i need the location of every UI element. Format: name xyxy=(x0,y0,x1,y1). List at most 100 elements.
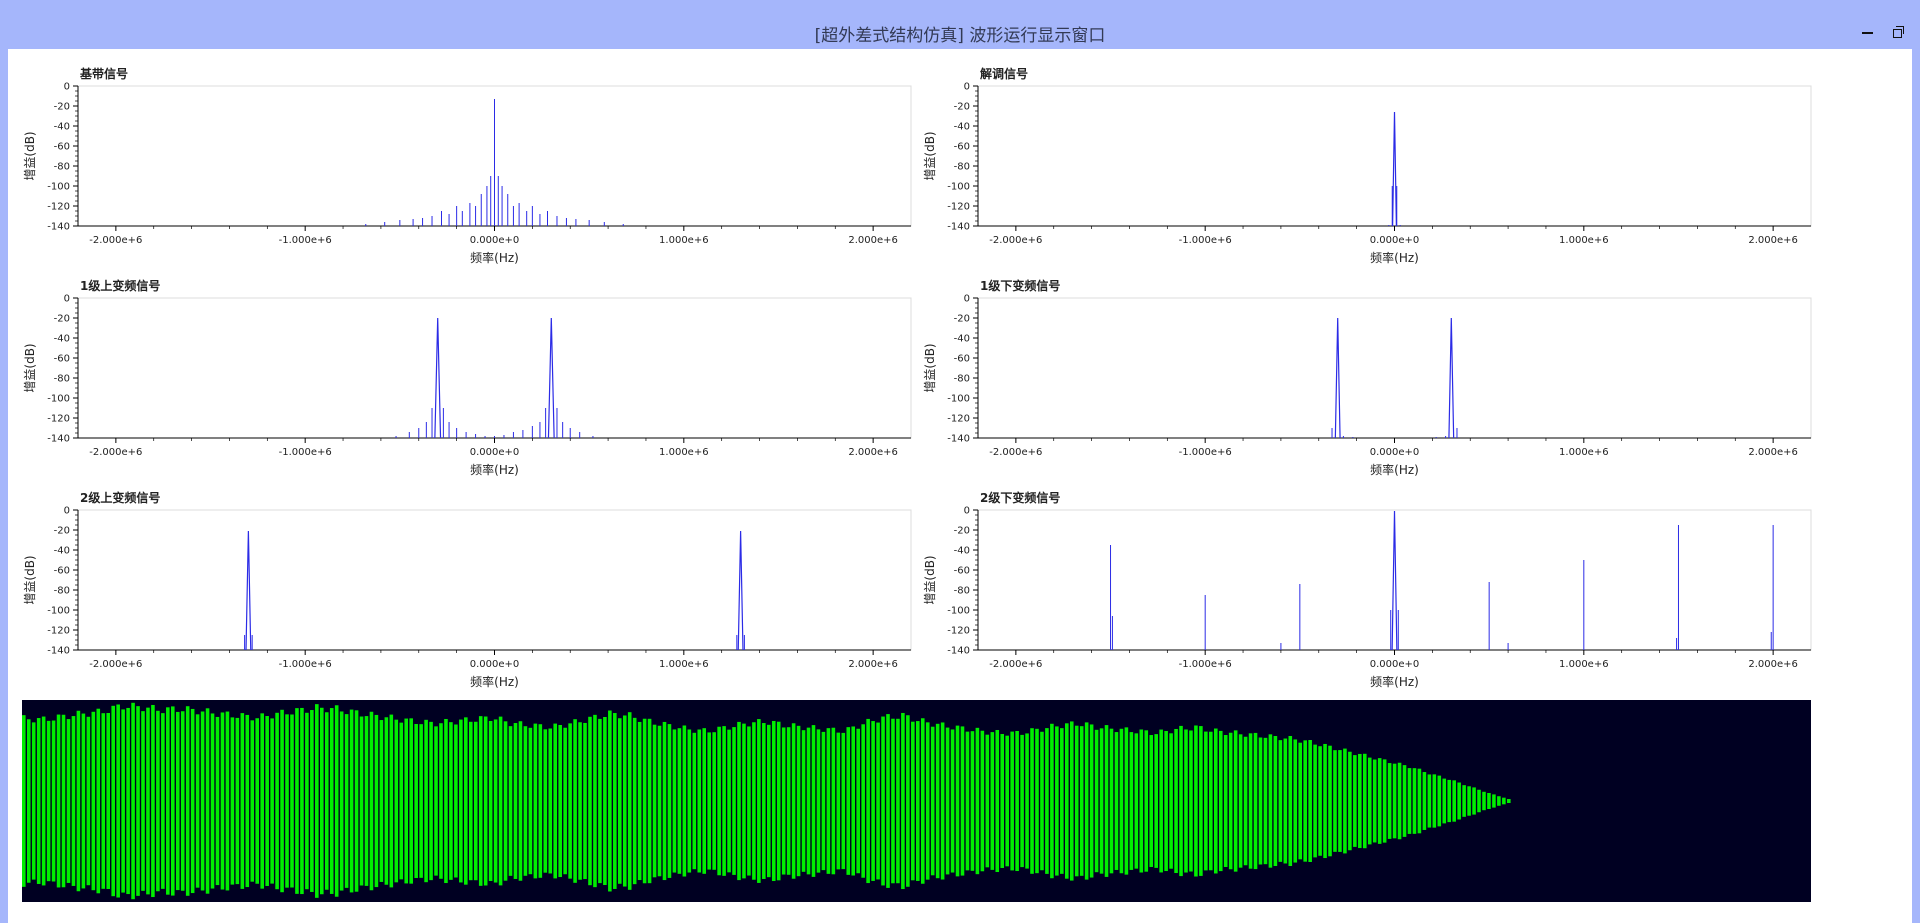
waveform-bar xyxy=(503,721,508,881)
plot-frame xyxy=(77,509,912,651)
waveform-bar xyxy=(1159,729,1163,873)
y-tick-label: -140 xyxy=(47,434,70,445)
waveform-bar xyxy=(225,711,230,891)
waveform-bar xyxy=(851,726,856,876)
waveform-bar xyxy=(1263,737,1268,865)
waveform-bar xyxy=(101,713,106,889)
waveform-bar xyxy=(1447,779,1452,823)
chart-title: 基带信号 xyxy=(79,66,128,81)
waveform-bar xyxy=(324,712,329,890)
waveform-bar xyxy=(980,730,985,872)
y-tick-label: -80 xyxy=(954,374,970,385)
y-axis-label: 增益(dB) xyxy=(923,555,937,604)
x-axis-label: 频率(Hz) xyxy=(470,462,519,477)
waveform-bar xyxy=(682,725,687,877)
waveform-bar xyxy=(727,729,731,873)
waveform-bar xyxy=(1492,794,1496,808)
waveform-bar xyxy=(434,726,438,876)
waveform-bar xyxy=(593,714,597,888)
y-tick-label: -40 xyxy=(954,122,970,133)
spectral-peak xyxy=(434,317,442,439)
waveform-bar xyxy=(61,714,66,888)
minimize-button[interactable] xyxy=(1857,22,1877,42)
waveform-bar xyxy=(528,727,533,875)
waveform-bar xyxy=(419,724,423,878)
waveform-bar xyxy=(1427,774,1432,828)
y-tick-label: -80 xyxy=(954,162,970,173)
waveform-bar xyxy=(449,722,453,880)
y-tick-label: -60 xyxy=(54,566,70,577)
waveform-bar xyxy=(141,711,145,891)
waveform-bar xyxy=(235,717,240,885)
waveform-bar xyxy=(796,725,801,877)
waveform-bar xyxy=(1010,731,1014,871)
waveform-bar xyxy=(151,704,155,898)
x-tick-label: 0.000e+0 xyxy=(470,447,520,458)
waveform-bar xyxy=(960,726,965,876)
waveform-bar xyxy=(707,732,711,870)
waveform-bar xyxy=(1055,726,1059,876)
waveform-bar xyxy=(1372,759,1377,843)
y-tick-label: -80 xyxy=(54,162,70,173)
waveform-bar xyxy=(1318,746,1322,856)
plot-frame xyxy=(77,297,912,439)
y-axis-label: 增益(dB) xyxy=(23,131,37,180)
waveform-bar xyxy=(344,714,349,888)
waveform-bar xyxy=(1487,793,1491,810)
waveform-bar xyxy=(1313,744,1317,858)
waveform-bar xyxy=(916,721,920,881)
y-tick-label: 0 xyxy=(64,294,70,305)
waveform-bar xyxy=(955,725,960,877)
waveform-bar xyxy=(742,723,746,879)
window-title: [超外差式结构仿真] 波形运行显示窗口 xyxy=(814,26,1106,46)
waveform-bar xyxy=(618,718,622,884)
waveform-bar xyxy=(265,716,269,886)
waveform-bar xyxy=(990,732,995,870)
restore-button[interactable] xyxy=(1888,22,1908,42)
waveform-bar xyxy=(469,721,473,881)
waveform-bar xyxy=(896,718,900,884)
waveform-bar xyxy=(349,709,354,893)
waveform-bar xyxy=(185,706,190,896)
waveform-bar xyxy=(76,710,81,892)
waveform-bar xyxy=(41,716,46,886)
waveform-bar xyxy=(533,723,538,879)
waveform-bar xyxy=(320,707,324,895)
waveform-bar xyxy=(1353,755,1357,847)
waveform-bar xyxy=(1084,722,1089,880)
waveform-bar xyxy=(51,720,56,882)
waveform-bar xyxy=(1422,772,1427,830)
waveform-bar xyxy=(464,717,468,885)
waveform-bar xyxy=(573,719,577,883)
x-axis-label: 频率(Hz) xyxy=(1370,462,1419,477)
waveform-bar xyxy=(275,712,279,890)
waveform-bar xyxy=(166,707,170,895)
waveform-bar xyxy=(1348,751,1352,851)
waveform-bar xyxy=(171,706,175,896)
waveform-bar xyxy=(866,718,870,884)
x-tick-label: 1.000e+6 xyxy=(659,447,709,458)
waveform-bar xyxy=(295,708,299,894)
waveform-bar xyxy=(493,719,498,883)
waveform-bar xyxy=(1283,738,1288,864)
waveform-bar xyxy=(1114,732,1119,870)
y-tick-label: 0 xyxy=(64,506,70,517)
x-tick-label: 0.000e+0 xyxy=(1370,447,1420,458)
waveform-bar xyxy=(871,721,875,881)
waveform-bar xyxy=(1358,753,1362,849)
chart-title: 1级下变频信号 xyxy=(980,278,1060,293)
waveform-bar xyxy=(861,724,865,878)
y-tick-label: -20 xyxy=(54,526,70,537)
waveform-bar xyxy=(230,717,235,885)
y-axis-label: 增益(dB) xyxy=(923,131,937,180)
x-tick-label: 0.000e+0 xyxy=(1370,235,1420,246)
up2-spectrum-chart: 2级上变频信号 0 -20 -40 -60 -80 -100 -120 -140 -2.000e+… xyxy=(23,490,912,689)
x-tick-label: 1.000e+6 xyxy=(659,659,709,670)
y-tick-label: 0 xyxy=(964,506,970,517)
waveform-bar xyxy=(1184,729,1188,873)
waveform-bar xyxy=(1397,762,1402,840)
waveform-bar xyxy=(285,714,289,888)
waveform-bar xyxy=(300,707,304,895)
waveform-bar xyxy=(175,711,180,891)
waveform-bar xyxy=(717,726,721,876)
